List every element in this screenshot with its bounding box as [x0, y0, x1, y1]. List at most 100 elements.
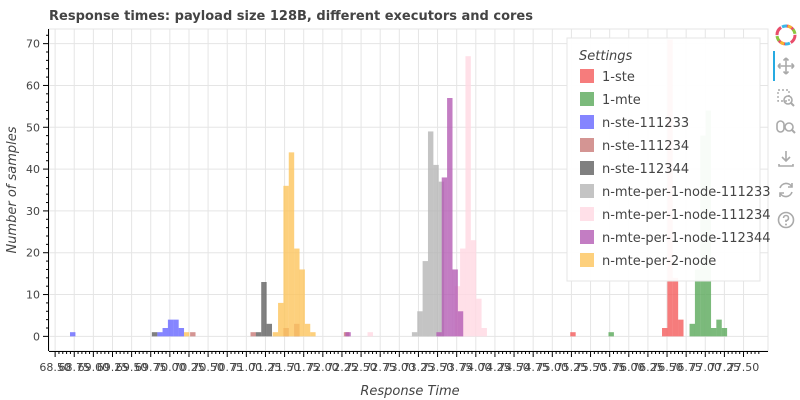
legend[interactable]: Settings 1-ste 1-mte n-ste-111233 n-ste-1112… — [566, 37, 771, 282]
bar-n-mte-per-1-node-111234 — [481, 328, 487, 337]
bar-1-mte — [694, 269, 701, 337]
x-tick-label: 71.00 — [231, 361, 263, 374]
bar-n-mte-per-1-node-111233 — [438, 181, 445, 337]
legend-swatch[interactable] — [580, 115, 594, 129]
legend-label[interactable]: 1-mte — [602, 93, 641, 108]
bar-n-mte-per-2-node — [272, 332, 279, 337]
y-tick-label: 20 — [26, 247, 40, 260]
bar-n-ste-111233 — [173, 319, 179, 337]
legend-label[interactable]: n-mte-per-2-node — [602, 254, 716, 269]
x-tick-label: 75.50 — [575, 361, 607, 374]
bar-n-mte-per-1-node-111234 — [367, 332, 373, 337]
bar-n-mte-per-1-node-112344 — [457, 311, 464, 337]
reset-icon[interactable] — [775, 179, 797, 201]
bar-1-mte — [710, 328, 717, 337]
bar-n-ste-111233 — [69, 332, 76, 337]
bar-n-ste-111233 — [167, 319, 174, 337]
legend-title: Settings — [579, 49, 633, 64]
x-tick-label: 72.25 — [326, 361, 358, 374]
bokeh-logo-icon[interactable] — [775, 24, 797, 46]
legend-swatch[interactable] — [580, 184, 594, 198]
bar-n-mte-per-1-node-112344 — [447, 98, 453, 337]
bar-n-mte-per-2-node — [288, 152, 295, 337]
x-tick-label: 76.00 — [613, 361, 645, 374]
x-tick-label: 77.00 — [690, 361, 722, 374]
save-icon[interactable] — [775, 148, 797, 170]
legend-label[interactable]: n-ste-111234 — [602, 139, 689, 154]
bar-n-ste-112344 — [255, 332, 262, 337]
x-tick-label: 75.75 — [594, 361, 626, 374]
help-icon[interactable] — [775, 209, 797, 231]
bar-n-mte-per-1-node-111234 — [465, 56, 471, 337]
x-tick-label: 73.50 — [422, 361, 454, 374]
legend-swatch[interactable] — [580, 92, 594, 106]
legend-label[interactable]: n-mte-per-1-node-111234 — [602, 208, 771, 223]
bar-n-mte-per-1-node-111234 — [460, 248, 466, 337]
x-tick-label: 76.25 — [632, 361, 664, 374]
pan-icon[interactable] — [773, 51, 797, 81]
y-tick-label: 60 — [26, 79, 40, 92]
bar-1-mte — [689, 323, 695, 337]
x-tick-label: 68.50 — [39, 361, 71, 374]
x-tick-label: 74.25 — [479, 361, 511, 374]
legend-label[interactable]: n-mte-per-1-node-111233 — [602, 185, 771, 200]
bar-n-mte-per-2-node — [294, 248, 300, 337]
bar-n-mte-per-2-node — [310, 332, 316, 337]
axes: 68.5068.7569.0069.2569.5069.7570.0070.25… — [26, 29, 768, 374]
bar-n-mte-per-1-node-112344 — [452, 269, 458, 337]
legend-box — [566, 37, 761, 282]
legend-label[interactable]: n-ste-111233 — [602, 116, 689, 131]
legend-swatch[interactable] — [580, 230, 594, 244]
bar-n-mte-per-2-node — [183, 332, 190, 337]
legend-swatch[interactable] — [580, 69, 594, 83]
bar-n-mte-per-1-node-112344 — [345, 332, 351, 337]
bar-1-mte — [716, 319, 722, 337]
active-tool-indicator — [773, 51, 775, 81]
y-tick-label: 70 — [26, 38, 40, 51]
x-tick-label: 73.75 — [441, 361, 473, 374]
x-tick-label: 70.75 — [211, 361, 243, 374]
x-tick-label: 68.75 — [58, 361, 90, 374]
bar-n-ste-112344 — [266, 323, 273, 337]
x-tick-label: 76.50 — [651, 361, 683, 374]
bar-n-ste-112344 — [261, 282, 267, 337]
x-tick-label: 70.50 — [192, 361, 224, 374]
wheel-zoom-icon[interactable] — [775, 117, 797, 139]
box-zoom-icon[interactable] — [775, 87, 797, 109]
x-tick-label: 69.50 — [116, 361, 148, 374]
chart-title: Response times: payload size 128B, diffe… — [49, 9, 533, 24]
bar-n-ste-111233 — [157, 332, 163, 337]
x-tick-label: 69.75 — [135, 361, 167, 374]
x-tick-label: 72.75 — [364, 361, 396, 374]
x-tick-label: 75.00 — [537, 361, 569, 374]
bar-n-mte-per-2-node — [304, 323, 311, 337]
x-tick-label: 77.25 — [709, 361, 741, 374]
bar-1-ste — [672, 277, 679, 337]
legend-label[interactable]: n-mte-per-1-node-112344 — [602, 231, 771, 246]
y-tick-label: 0 — [33, 330, 40, 343]
legend-label[interactable]: n-ste-112344 — [602, 162, 689, 177]
bar-n-ste-111233 — [178, 328, 185, 337]
x-tick-label: 70.25 — [173, 361, 205, 374]
x-tick-label: 76.75 — [670, 361, 702, 374]
legend-swatch[interactable] — [580, 253, 594, 267]
bar-1-mte — [608, 332, 614, 337]
x-tick-label: 71.75 — [288, 361, 320, 374]
y-tick-label: 40 — [26, 163, 40, 176]
x-tick-label: 69.25 — [97, 361, 129, 374]
legend-swatch[interactable] — [580, 207, 594, 221]
x-tick-label: 77.50 — [728, 361, 760, 374]
x-tick-label: 74.75 — [517, 361, 549, 374]
x-tick-label: 72.00 — [307, 361, 339, 374]
y-axis-label: Number of samples — [5, 126, 20, 253]
x-axis-label: Response Time — [360, 384, 459, 399]
legend-swatch[interactable] — [580, 161, 594, 175]
legend-label[interactable]: 1-ste — [602, 70, 635, 85]
x-tick-label: 74.00 — [460, 361, 492, 374]
legend-swatch[interactable] — [580, 138, 594, 152]
x-tick-label: 75.25 — [556, 361, 588, 374]
bar-n-mte-per-2-node — [283, 185, 289, 337]
y-tick-label: 50 — [26, 121, 40, 134]
bar-n-ste-111234 — [250, 332, 256, 337]
